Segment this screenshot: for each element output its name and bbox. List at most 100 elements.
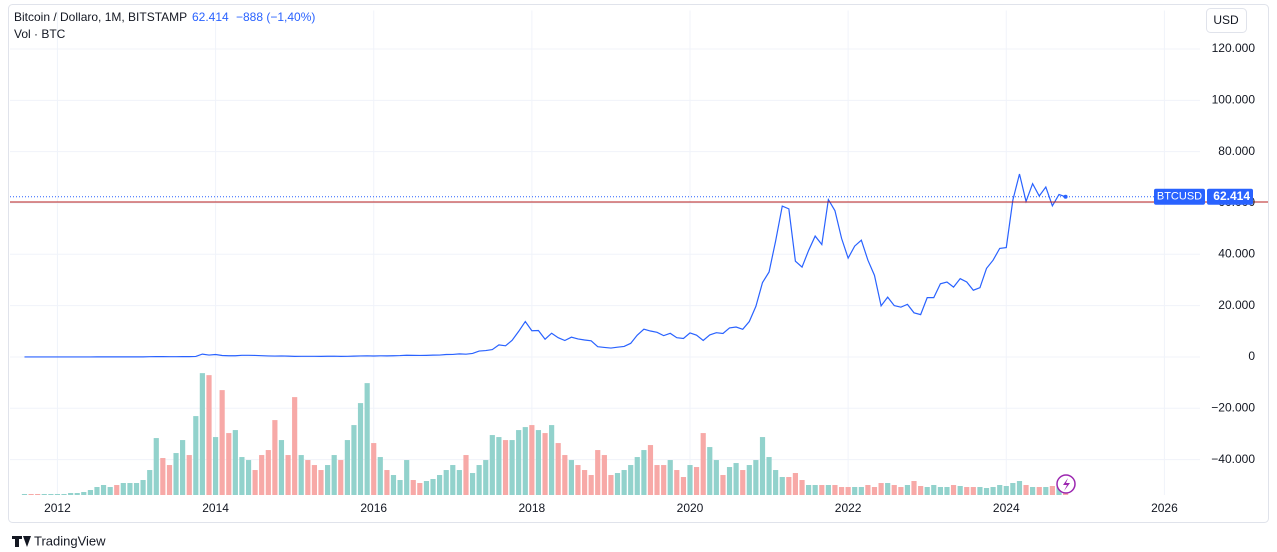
volume-bar bbox=[825, 485, 831, 495]
volume-bar bbox=[133, 483, 140, 495]
volume-bar bbox=[726, 467, 733, 495]
axes: 120.000100.00080.00060.00040.00020.0000−… bbox=[44, 41, 1255, 515]
y-tick-label: 20.000 bbox=[1218, 298, 1255, 312]
volume-bar bbox=[74, 493, 80, 495]
volume-bar bbox=[450, 465, 456, 495]
header-change: −888 (−1,40%) bbox=[236, 10, 315, 24]
price-marker-name-box bbox=[1154, 188, 1205, 205]
volume-bar bbox=[259, 455, 265, 495]
volume-bar bbox=[1036, 487, 1042, 495]
volume-bar bbox=[535, 430, 542, 495]
volume-bar bbox=[740, 470, 746, 495]
volume-bar bbox=[1016, 481, 1023, 495]
brand-name: TradingView bbox=[34, 533, 106, 548]
volume-bar bbox=[61, 494, 67, 495]
x-tick-label: 2026 bbox=[1151, 501, 1178, 515]
price-marker-name: BTCUSD bbox=[1157, 191, 1202, 203]
volume-bar bbox=[601, 455, 607, 495]
volume-bar bbox=[410, 480, 416, 495]
volume-bar bbox=[588, 475, 594, 495]
header-price: 62.414 bbox=[192, 10, 229, 24]
symbol-title: Bitcoin / Dollaro, 1M, BITSTAMP bbox=[14, 10, 187, 24]
y-tick-label: 40.000 bbox=[1218, 246, 1255, 260]
volume-bar bbox=[21, 494, 28, 495]
volume-bar bbox=[1003, 486, 1009, 495]
volume-bar bbox=[759, 437, 766, 495]
volume-bar bbox=[404, 460, 410, 495]
volume-bar bbox=[766, 457, 772, 495]
volume-bar bbox=[311, 465, 318, 495]
volume-bar bbox=[166, 465, 173, 495]
volume-bar bbox=[430, 479, 436, 495]
volume-bar bbox=[674, 470, 680, 495]
volume-bar bbox=[94, 487, 100, 495]
volume-bar bbox=[377, 457, 383, 495]
volume-bar bbox=[865, 485, 871, 495]
volume-bar bbox=[212, 437, 219, 495]
volume-bar bbox=[904, 485, 911, 495]
volume-bar bbox=[838, 487, 845, 495]
volume-bar bbox=[436, 475, 443, 495]
volume-bar bbox=[647, 445, 654, 495]
volume-bar bbox=[278, 440, 285, 495]
volume-bar bbox=[628, 465, 634, 495]
volume-bar bbox=[944, 487, 950, 495]
volume-bar bbox=[970, 487, 976, 495]
volume-bar bbox=[654, 465, 660, 495]
volume-bar bbox=[773, 470, 779, 495]
volume-bar bbox=[489, 435, 495, 495]
volume-bar bbox=[384, 470, 390, 495]
volume-bar bbox=[232, 430, 238, 495]
volume-bar bbox=[792, 473, 798, 495]
volume-bar bbox=[1043, 487, 1049, 495]
currency-label[interactable]: USD bbox=[1213, 13, 1239, 27]
volume-bar bbox=[575, 465, 581, 495]
volume-bar bbox=[54, 494, 61, 495]
price-line bbox=[24, 173, 1066, 358]
volume-bar bbox=[325, 465, 331, 495]
volume-bar bbox=[937, 487, 944, 495]
volume-bar bbox=[852, 487, 858, 495]
volume-bar bbox=[568, 460, 574, 495]
volume-bar bbox=[582, 470, 588, 495]
volume-title: Vol · BTC bbox=[14, 27, 66, 41]
volume-bar bbox=[918, 486, 924, 495]
volume-bar bbox=[845, 487, 851, 495]
volume-bar bbox=[595, 450, 601, 495]
volume-bar bbox=[28, 494, 34, 495]
price-marker-label: 62.414 bbox=[1213, 189, 1250, 203]
volume-bar bbox=[608, 475, 614, 495]
volume-bar bbox=[331, 455, 337, 495]
volume-bar bbox=[614, 473, 621, 495]
volume-bar bbox=[219, 390, 225, 495]
chart-frame bbox=[8, 4, 1269, 523]
volume-bar bbox=[292, 397, 298, 495]
volume-bar bbox=[160, 458, 166, 495]
volume-bar bbox=[529, 425, 535, 495]
volume-bar bbox=[285, 455, 291, 495]
volume-bar bbox=[799, 480, 805, 495]
volume-bar bbox=[1049, 486, 1055, 495]
volume-bar bbox=[997, 485, 1003, 495]
volume-bar bbox=[555, 443, 561, 495]
volume-bar bbox=[252, 470, 258, 495]
volume-bar bbox=[687, 465, 693, 495]
volume-bar bbox=[476, 465, 482, 495]
volume-bar bbox=[463, 455, 469, 495]
volume-bar bbox=[318, 470, 324, 495]
volume-bar bbox=[661, 465, 667, 495]
currency-button[interactable] bbox=[1206, 8, 1247, 33]
volume-bar bbox=[641, 450, 647, 495]
volume-bar bbox=[357, 403, 364, 495]
volume-bar bbox=[549, 425, 555, 495]
y-tick-label: −40.000 bbox=[1211, 452, 1255, 466]
price-layer bbox=[10, 173, 1268, 358]
y-tick-label: 0 bbox=[1248, 349, 1255, 363]
volume-bar bbox=[206, 375, 212, 495]
volume-bar bbox=[700, 433, 706, 495]
brand-logo bbox=[12, 536, 31, 547]
volume-bar bbox=[1030, 487, 1036, 495]
volume-bar bbox=[733, 463, 739, 495]
volume-bar bbox=[832, 485, 838, 495]
volume-bar bbox=[667, 460, 673, 495]
